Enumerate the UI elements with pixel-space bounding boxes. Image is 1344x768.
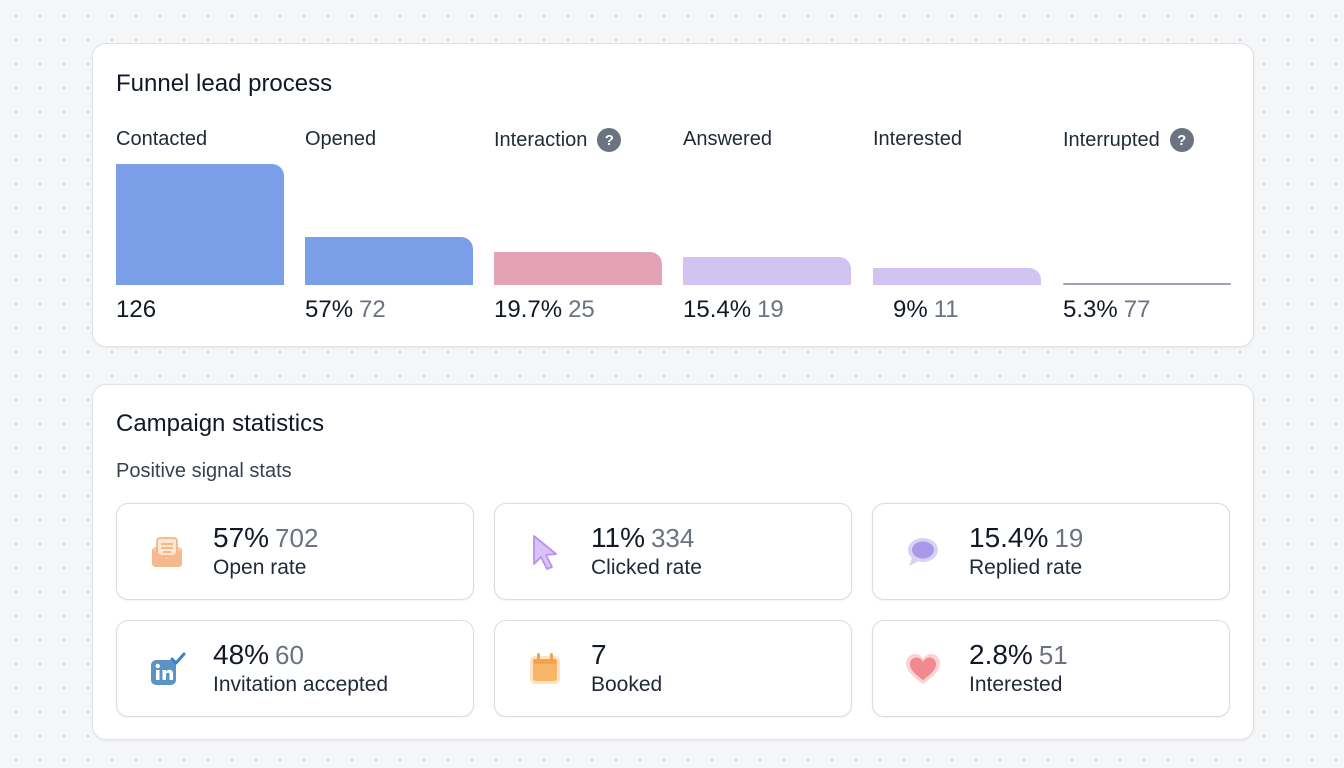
stat-tile-invitation-accepted[interactable]: 48% 60 Invitation accepted: [116, 620, 474, 717]
funnel-stage-contacted: Contacted 126: [116, 44, 284, 348]
help-icon[interactable]: ?: [1169, 128, 1194, 152]
funnel-bar: [683, 257, 851, 285]
chat-bubble-icon: [903, 532, 943, 572]
stat-count: 60: [275, 640, 304, 670]
stat-percent: 48%: [213, 639, 270, 670]
stat-tile-booked[interactable]: 7 Booked: [494, 620, 852, 717]
stat-tile-clicked-rate[interactable]: 11% 334 Clicked rate: [494, 503, 852, 600]
funnel-bar: [305, 237, 473, 285]
funnel-bar: [116, 164, 284, 285]
stat-label: Replied rate: [969, 556, 1083, 579]
funnel-stage-answered: Answered 15.4% 19: [683, 44, 851, 348]
funnel-card: Funnel lead process Contacted 126 Opened…: [92, 43, 1254, 347]
stat-percent: 57%: [213, 522, 270, 553]
stage-percent: 15.4%: [683, 296, 752, 323]
stat-count: 51: [1038, 640, 1068, 670]
stage-count: 77: [1123, 296, 1151, 323]
funnel-bar: [494, 252, 662, 285]
funnel-stage-interested: Interested 9% 11: [873, 44, 1041, 348]
stat-tile-interested[interactable]: 2.8% 51 Interested: [872, 620, 1230, 717]
stat-label: Invitation accepted: [213, 673, 389, 696]
envelope-icon: [147, 532, 187, 572]
stat-percent: 2.8%: [969, 639, 1033, 670]
stage-count: 11: [933, 296, 959, 323]
stat-count: 702: [275, 523, 319, 553]
stat-label: Open rate: [213, 556, 307, 579]
stage-count: 19: [757, 296, 784, 323]
funnel-stage-opened: Opened 57% 72: [305, 44, 473, 348]
campaign-stats-card: Campaign statistics Positive signal stat…: [92, 384, 1254, 740]
stat-value: 7: [591, 639, 607, 670]
stats-subtitle: Positive signal stats: [116, 460, 292, 482]
stage-label: Answered: [683, 128, 772, 150]
stage-count: 126: [116, 296, 157, 323]
stage-label: Contacted: [116, 128, 208, 150]
cursor-icon: [525, 532, 565, 572]
stat-tile-replied-rate[interactable]: 15.4% 19 Replied rate: [872, 503, 1230, 600]
stage-count: 72: [359, 296, 386, 323]
stat-label: Clicked rate: [591, 556, 702, 579]
funnel-stage-interrupted: Interrupted ? 5.3% 77: [1063, 44, 1231, 348]
stat-label: Interested: [969, 673, 1063, 696]
stat-percent: 11%: [591, 522, 645, 553]
funnel-bar: [1063, 283, 1231, 285]
stage-percent: 19.7%: [494, 296, 563, 323]
stat-count: 334: [650, 523, 695, 553]
stage-percent: 9%: [893, 296, 928, 323]
stage-label: Interested: [873, 128, 962, 150]
funnel-title: Funnel lead process: [116, 70, 333, 97]
stat-count: 19: [1054, 523, 1084, 553]
stage-percent: 57%: [305, 296, 354, 323]
stage-label: Interrupted: [1063, 128, 1160, 151]
funnel-stage-interaction: Interaction ? 19.7% 25: [494, 44, 662, 348]
stage-percent: 5.3%: [1063, 296, 1118, 323]
funnel-bar: [873, 268, 1041, 285]
help-icon[interactable]: ?: [597, 128, 622, 152]
linkedin-check-icon: [147, 649, 187, 689]
stage-count: 25: [568, 296, 595, 323]
stat-tile-open-rate[interactable]: 57% 702 Open rate: [116, 503, 474, 600]
stats-title: Campaign statistics: [116, 410, 325, 437]
stage-label: Interaction: [494, 128, 588, 151]
stage-label: Opened: [305, 128, 377, 150]
stat-label: Booked: [591, 673, 663, 696]
stat-percent: 15.4%: [969, 522, 1049, 553]
heart-icon: [903, 649, 943, 689]
calendar-icon: [525, 649, 565, 689]
